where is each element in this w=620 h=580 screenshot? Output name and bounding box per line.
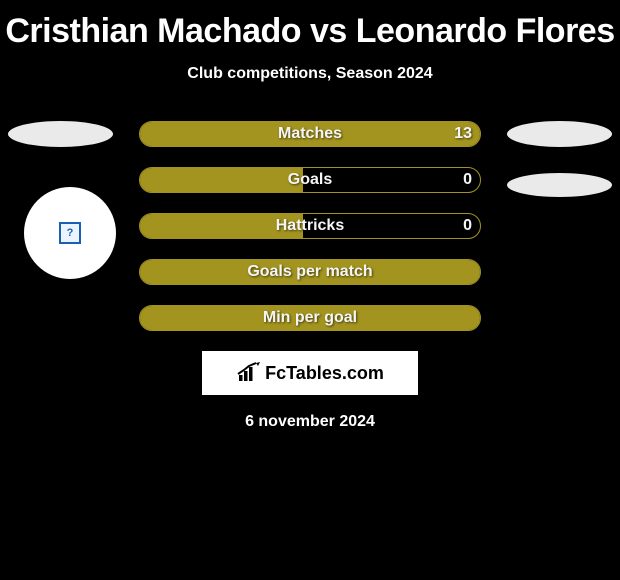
stat-value-right: 0 [463, 214, 472, 238]
player-shadow-right-2 [507, 173, 612, 197]
brand-text: FcTables.com [265, 363, 384, 384]
stats-list: Matches 13 Goals 0 Hattricks 0 Goals per… [139, 121, 481, 331]
chart-icon [236, 362, 262, 384]
avatar-placeholder [24, 187, 116, 279]
date-text: 6 november 2024 [0, 413, 620, 431]
stat-row-matches: Matches 13 [139, 121, 481, 147]
brand-logo: FcTables.com [236, 362, 384, 384]
stat-label: Min per goal [140, 306, 480, 330]
stat-row-min-per-goal: Min per goal [139, 305, 481, 331]
stats-area: Matches 13 Goals 0 Hattricks 0 Goals per… [0, 121, 620, 431]
stat-row-goals: Goals 0 [139, 167, 481, 193]
player-shadow-right-1 [507, 121, 612, 147]
brand-badge: FcTables.com [202, 351, 418, 395]
stat-value-right: 13 [454, 122, 472, 146]
stat-value-right: 0 [463, 168, 472, 192]
stat-label: Matches [140, 122, 480, 146]
page-title: Cristhian Machado vs Leonardo Flores [0, 0, 620, 51]
unknown-icon [59, 222, 81, 244]
player-shadow-left [8, 121, 113, 147]
comparison-card: Cristhian Machado vs Leonardo Flores Clu… [0, 0, 620, 431]
stat-label: Goals [140, 168, 480, 192]
stat-label: Goals per match [140, 260, 480, 284]
stat-label: Hattricks [140, 214, 480, 238]
stat-row-hattricks: Hattricks 0 [139, 213, 481, 239]
stat-row-goals-per-match: Goals per match [139, 259, 481, 285]
subtitle: Club competitions, Season 2024 [0, 65, 620, 83]
